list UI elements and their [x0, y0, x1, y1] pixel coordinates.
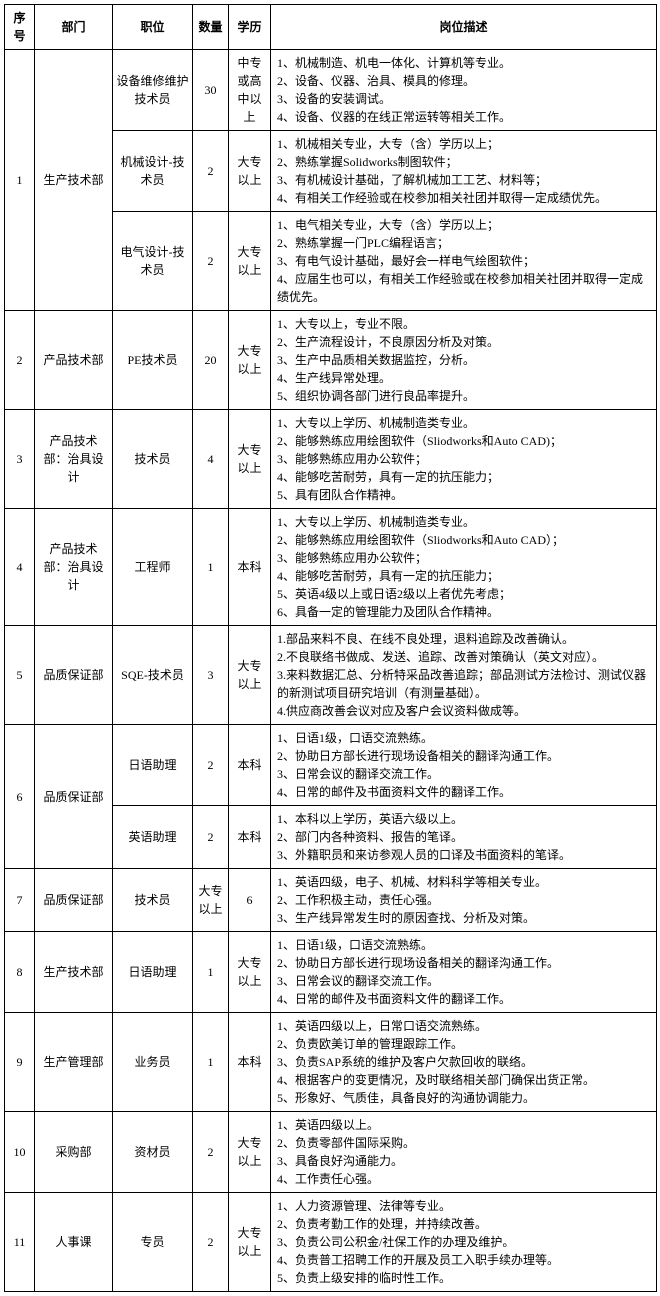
cell-position: 日语助理	[113, 932, 193, 1013]
cell-dept: 生产技术部	[35, 932, 113, 1013]
table-row: 10采购部资材员2大专以上1、英语四级以上。2、负责零部件国际采购。3、具备良好…	[5, 1112, 657, 1193]
cell-desc: 1、大专以上学历、机械制造类专业。2、能够熟练应用绘图软件（Sliodworks…	[271, 410, 657, 509]
cell-qty: 大专以上	[193, 869, 229, 932]
cell-desc: 1、本科以上学历，英语六级以上。2、部门内各种资料、报告的笔译。3、外籍职员和来…	[271, 806, 657, 869]
cell-edu: 大专以上	[229, 410, 271, 509]
table-body: 1生产技术部设备维修维护技术员30中专或高中以上1、机械制造、机电一体化、计算机…	[5, 50, 657, 1292]
cell-qty: 3	[193, 626, 229, 725]
cell-desc: 1、电气相关专业，大专（含）学历以上；2、熟练掌握一门PLC编程语言；3、有电气…	[271, 212, 657, 311]
cell-desc: 1、人力资源管理、法律等专业。2、负责考勤工作的处理，并持续改善。3、负责公司公…	[271, 1193, 657, 1292]
cell-desc: 1.部品来料不良、在线不良处理，退料追踪及改善确认。2.不良联络书做成、发送、追…	[271, 626, 657, 725]
cell-edu: 大专以上	[229, 131, 271, 212]
cell-qty: 2	[193, 1193, 229, 1292]
cell-position: 电气设计-技术员	[113, 212, 193, 311]
cell-desc: 1、机械相关专业，大专（含）学历以上；2、熟练掌握Solidworks制图软件；…	[271, 131, 657, 212]
cell-dept: 生产技术部	[35, 50, 113, 311]
cell-desc: 1、大专以上，专业不限。2、生产流程设计，不良原因分析及对策。3、生产中品质相关…	[271, 311, 657, 410]
cell-dept: 生产管理部	[35, 1013, 113, 1112]
cell-edu: 大专以上	[229, 1112, 271, 1193]
cell-dept: 产品技术部：治具设计	[35, 410, 113, 509]
cell-seq: 10	[5, 1112, 35, 1193]
cell-edu: 大专以上	[229, 932, 271, 1013]
table-row: 3产品技术部：治具设计技术员4大专以上1、大专以上学历、机械制造类专业。2、能够…	[5, 410, 657, 509]
table-row: 6品质保证部日语助理2本科1、日语1级，口语交流熟练。2、协助日方部长进行现场设…	[5, 725, 657, 806]
cell-position: 技术员	[113, 869, 193, 932]
cell-seq: 2	[5, 311, 35, 410]
table-row: 1生产技术部设备维修维护技术员30中专或高中以上1、机械制造、机电一体化、计算机…	[5, 50, 657, 131]
cell-desc: 1、大专以上学历、机械制造类专业。2、能够熟练应用绘图软件（Sliodworks…	[271, 509, 657, 626]
cell-desc: 1、日语1级，口语交流熟练。2、协助日方部长进行现场设备相关的翻译沟通工作。3、…	[271, 725, 657, 806]
cell-seq: 11	[5, 1193, 35, 1292]
header-dept: 部门	[35, 5, 113, 50]
job-postings-table: 序号 部门 职位 数量 学历 岗位描述 1生产技术部设备维修维护技术员30中专或…	[4, 4, 657, 1292]
cell-qty: 2	[193, 725, 229, 806]
cell-dept: 产品技术部	[35, 311, 113, 410]
cell-edu: 本科	[229, 509, 271, 626]
table-row: 5品质保证部SQE-技术员3大专以上1.部品来料不良、在线不良处理，退料追踪及改…	[5, 626, 657, 725]
table-row: 8生产技术部日语助理1大专以上1、日语1级，口语交流熟练。2、协助日方部长进行现…	[5, 932, 657, 1013]
cell-qty: 2	[193, 1112, 229, 1193]
cell-qty: 1	[193, 509, 229, 626]
cell-qty: 20	[193, 311, 229, 410]
cell-position: PE技术员	[113, 311, 193, 410]
cell-edu: 大专以上	[229, 1193, 271, 1292]
cell-position: SQE-技术员	[113, 626, 193, 725]
cell-seq: 9	[5, 1013, 35, 1112]
cell-desc: 1、英语四级以上，日常口语交流熟练。2、负责欧美订单的管理跟踪工作。3、负责SA…	[271, 1013, 657, 1112]
cell-qty: 1	[193, 1013, 229, 1112]
cell-dept: 品质保证部	[35, 725, 113, 869]
cell-desc: 1、机械制造、机电一体化、计算机等专业。2、设备、仪器、治具、模具的修理。3、设…	[271, 50, 657, 131]
cell-dept: 产品技术部：治具设计	[35, 509, 113, 626]
cell-desc: 1、日语1级，口语交流熟练。2、协助日方部长进行现场设备相关的翻译沟通工作。3、…	[271, 932, 657, 1013]
cell-qty: 2	[193, 212, 229, 311]
cell-edu: 本科	[229, 806, 271, 869]
cell-edu: 本科	[229, 725, 271, 806]
cell-position: 日语助理	[113, 725, 193, 806]
cell-dept: 人事课	[35, 1193, 113, 1292]
cell-desc: 1、英语四级以上。2、负责零部件国际采购。3、具备良好沟通能力。4、工作责任心强…	[271, 1112, 657, 1193]
cell-position: 设备维修维护技术员	[113, 50, 193, 131]
cell-position: 业务员	[113, 1013, 193, 1112]
cell-seq: 7	[5, 869, 35, 932]
cell-qty: 2	[193, 806, 229, 869]
cell-qty: 1	[193, 932, 229, 1013]
table-row: 9生产管理部业务员1本科1、英语四级以上，日常口语交流熟练。2、负责欧美订单的管…	[5, 1013, 657, 1112]
table-row: 7品质保证部技术员大专以上61、英语四级，电子、机械、材料科学等相关专业。2、工…	[5, 869, 657, 932]
header-seq: 序号	[5, 5, 35, 50]
header-position: 职位	[113, 5, 193, 50]
cell-position: 专员	[113, 1193, 193, 1292]
cell-qty: 4	[193, 410, 229, 509]
table-header-row: 序号 部门 职位 数量 学历 岗位描述	[5, 5, 657, 50]
cell-edu: 大专以上	[229, 311, 271, 410]
table-row: 4产品技术部：治具设计工程师1本科1、大专以上学历、机械制造类专业。2、能够熟练…	[5, 509, 657, 626]
cell-position: 技术员	[113, 410, 193, 509]
header-desc: 岗位描述	[271, 5, 657, 50]
cell-position: 英语助理	[113, 806, 193, 869]
header-qty: 数量	[193, 5, 229, 50]
cell-desc: 1、英语四级，电子、机械、材料科学等相关专业。2、工作积极主动，责任心强。3、生…	[271, 869, 657, 932]
table-row: 11人事课专员2大专以上1、人力资源管理、法律等专业。2、负责考勤工作的处理，并…	[5, 1193, 657, 1292]
cell-seq: 4	[5, 509, 35, 626]
cell-position: 资材员	[113, 1112, 193, 1193]
cell-edu: 本科	[229, 1013, 271, 1112]
cell-edu: 6	[229, 869, 271, 932]
cell-edu: 大专以上	[229, 212, 271, 311]
cell-dept: 品质保证部	[35, 626, 113, 725]
cell-dept: 采购部	[35, 1112, 113, 1193]
cell-seq: 1	[5, 50, 35, 311]
cell-seq: 8	[5, 932, 35, 1013]
cell-position: 机械设计-技术员	[113, 131, 193, 212]
cell-position: 工程师	[113, 509, 193, 626]
cell-qty: 2	[193, 131, 229, 212]
cell-seq: 3	[5, 410, 35, 509]
cell-edu: 中专或高中以上	[229, 50, 271, 131]
cell-seq: 6	[5, 725, 35, 869]
cell-qty: 30	[193, 50, 229, 131]
table-row: 2产品技术部PE技术员20大专以上1、大专以上，专业不限。2、生产流程设计，不良…	[5, 311, 657, 410]
cell-dept: 品质保证部	[35, 869, 113, 932]
cell-seq: 5	[5, 626, 35, 725]
header-edu: 学历	[229, 5, 271, 50]
cell-edu: 大专以上	[229, 626, 271, 725]
